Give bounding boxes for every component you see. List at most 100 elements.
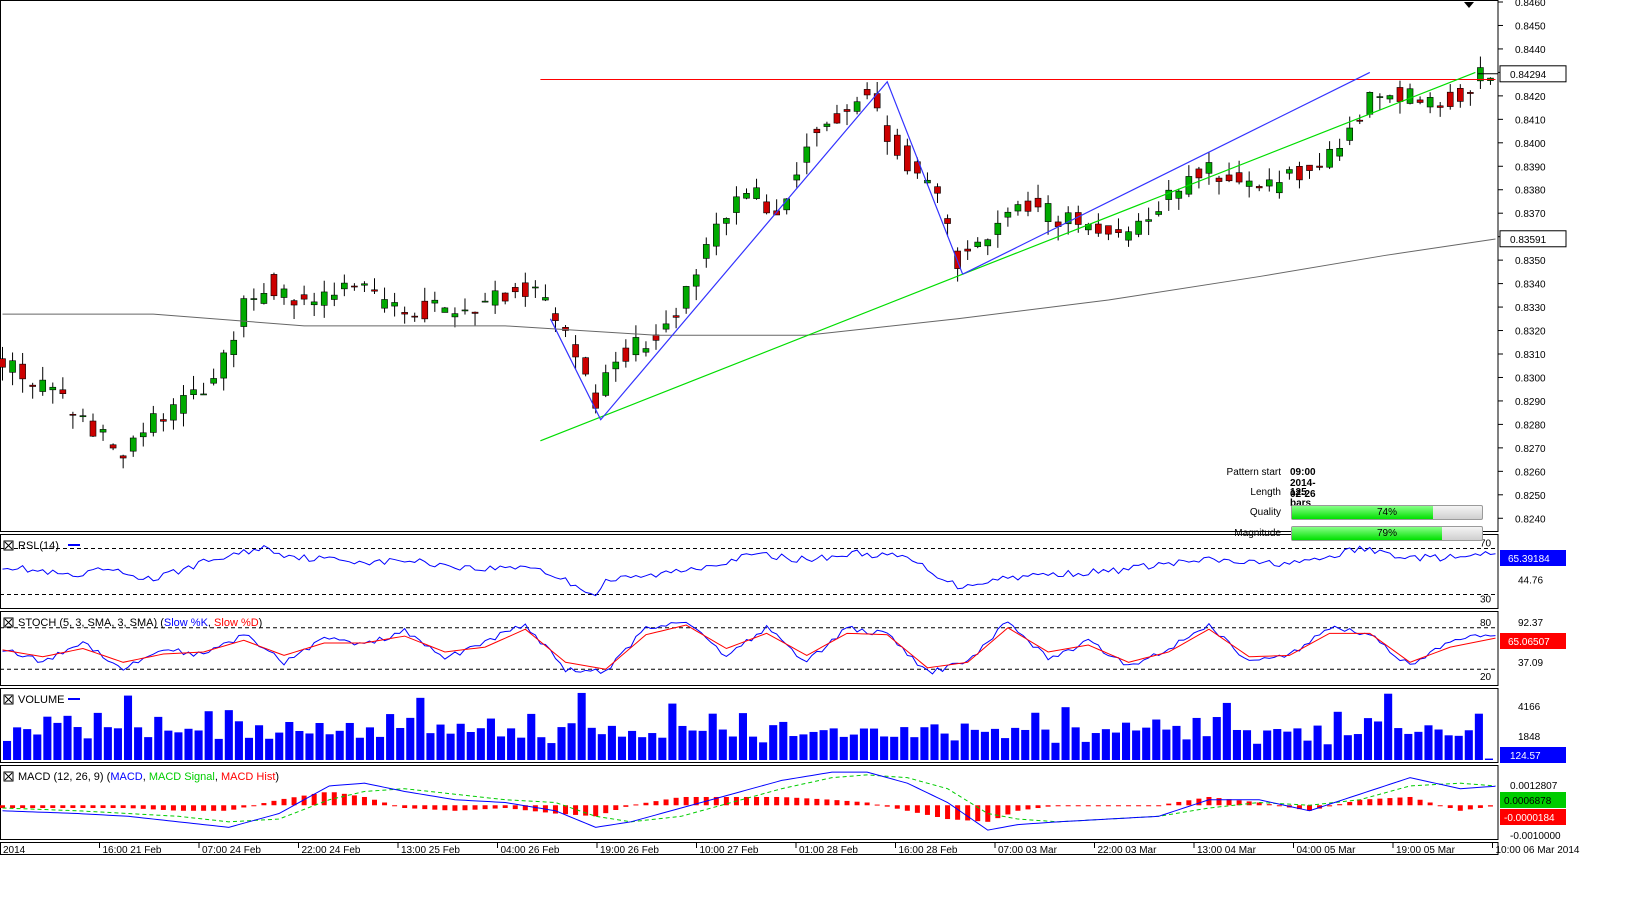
volume-bar xyxy=(980,731,989,760)
macd-hist-bar xyxy=(1216,798,1222,806)
volume-bar xyxy=(1172,725,1181,760)
price-tick-label: 0.8280 xyxy=(1515,420,1546,431)
time-label: 19:00 26 Feb xyxy=(600,845,659,856)
candle-body xyxy=(532,286,539,289)
volume-bar xyxy=(466,731,475,760)
candle-body xyxy=(250,298,258,300)
candle xyxy=(1316,153,1323,171)
candle-body xyxy=(1125,231,1132,241)
candle-body xyxy=(1416,99,1424,103)
candle xyxy=(9,352,16,386)
candle xyxy=(582,356,589,377)
price-tick-label: 0.8320 xyxy=(1515,327,1546,338)
volume-bar xyxy=(698,730,707,760)
candle xyxy=(1276,170,1283,199)
volume-bar xyxy=(628,730,637,760)
volume-bar xyxy=(849,734,858,760)
candle xyxy=(1356,114,1364,125)
volume-bar xyxy=(3,740,12,760)
candle xyxy=(1235,160,1243,185)
candle xyxy=(974,237,982,249)
macd-hist-bar xyxy=(492,805,498,809)
macd-hist-bar xyxy=(60,805,66,809)
candle-body xyxy=(1296,165,1303,181)
candle xyxy=(210,368,217,386)
price-tick-label: 0.8440 xyxy=(1515,45,1546,56)
volume-bar xyxy=(456,723,465,760)
macd-hist-bar xyxy=(221,805,227,811)
candle-body xyxy=(1215,177,1223,182)
volume-bar xyxy=(1343,735,1352,760)
candle xyxy=(1376,93,1384,111)
time-label: 22:00 03 Mar xyxy=(1098,845,1158,856)
macd-hist-bar xyxy=(844,800,850,806)
candle-body xyxy=(904,145,911,172)
candle-body xyxy=(562,327,569,331)
volume-bar xyxy=(1384,693,1393,760)
volume-bar xyxy=(113,728,122,760)
macd-hist-bar xyxy=(1276,805,1282,807)
price-tick-label: 0.8310 xyxy=(1515,350,1546,361)
candle xyxy=(1024,191,1032,217)
candle-body xyxy=(662,323,670,330)
candle-body xyxy=(602,372,610,396)
candle-body xyxy=(1034,197,1042,208)
candle-body xyxy=(109,444,117,449)
volume-bar xyxy=(174,732,183,760)
candle xyxy=(1195,166,1203,189)
candle-body xyxy=(401,312,408,315)
volume-bar xyxy=(799,734,808,760)
candle-body xyxy=(713,223,720,247)
macd-hist-bar xyxy=(995,805,1001,819)
candle xyxy=(1416,96,1424,105)
candle-body xyxy=(582,357,589,375)
volume-bar xyxy=(144,737,153,760)
volume-bar xyxy=(638,737,647,760)
candle-body xyxy=(542,297,549,301)
candle-body xyxy=(692,274,700,287)
macd-hist-bar xyxy=(241,805,247,808)
candle xyxy=(994,210,1002,248)
pattern-line xyxy=(962,71,1371,275)
rsi-panel-title: RSI (14) xyxy=(18,540,59,552)
candle-body xyxy=(522,282,529,297)
rsi-current-box xyxy=(1500,550,1566,566)
candle xyxy=(1175,188,1183,210)
volume-bar xyxy=(1232,729,1241,760)
candle-body xyxy=(511,287,519,293)
candle-body xyxy=(1024,200,1032,212)
volume-bar xyxy=(597,734,606,760)
candle-body xyxy=(79,415,87,418)
macd-hist-bar xyxy=(30,805,36,809)
macd-hist-bar xyxy=(552,805,558,814)
volume-bar xyxy=(1253,743,1262,760)
volume-bar xyxy=(1444,735,1453,760)
candle xyxy=(843,104,851,126)
volume-bar xyxy=(668,703,677,760)
candle xyxy=(391,292,398,317)
candle xyxy=(713,212,720,256)
macd-line xyxy=(2,771,1496,831)
candle-body xyxy=(220,352,227,379)
volume-bar xyxy=(587,727,596,760)
candle xyxy=(481,292,489,303)
candle-body xyxy=(1105,225,1112,235)
volume-bar xyxy=(759,742,768,760)
macd-hist-bar xyxy=(623,805,629,807)
macd-hist-bar xyxy=(633,804,639,806)
macd-hist-bar xyxy=(70,805,76,809)
macd-hist-bar xyxy=(673,797,679,806)
candle xyxy=(361,281,368,293)
stoch-current-label: 65.06507 xyxy=(1508,637,1550,648)
macd-hist-bar xyxy=(482,805,488,810)
candle-body xyxy=(702,244,710,259)
candle xyxy=(723,217,730,236)
price-tick-label: 0.8340 xyxy=(1515,280,1546,291)
macd-hist-bar xyxy=(834,800,840,806)
candle xyxy=(1406,83,1414,105)
scroll-marker-icon xyxy=(1464,2,1474,8)
volume-bar xyxy=(386,714,395,760)
candle xyxy=(441,306,449,313)
macd-hist-bar xyxy=(20,805,26,809)
volume-bar xyxy=(1474,713,1483,760)
